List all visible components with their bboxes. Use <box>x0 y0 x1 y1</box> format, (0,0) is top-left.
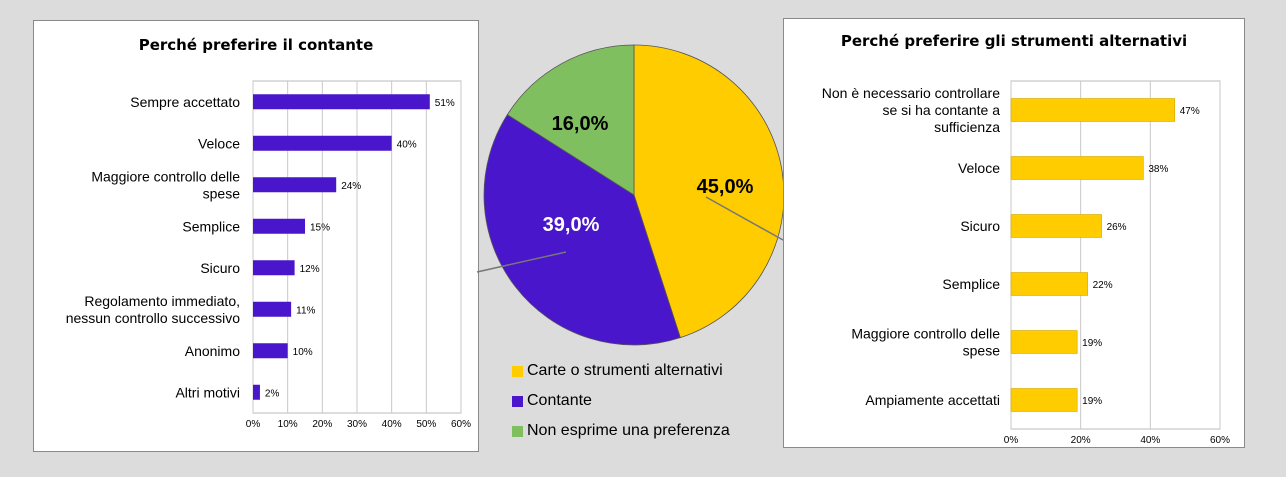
cash-category-label: Semplice <box>182 218 240 234</box>
alternative-reasons-chart: Perché preferire gli strumenti alternati… <box>783 18 1245 448</box>
legend-item-none: Non esprime una preferenza <box>512 420 730 442</box>
cash-tick-label: 10% <box>278 419 298 430</box>
cash-bar <box>253 343 288 359</box>
cash-category-label: Altri motivi <box>175 384 240 400</box>
legend-item-cash: Contante <box>512 390 730 412</box>
pie-connector-alternative <box>705 196 784 241</box>
cash-reasons-chart: Perché preferire il contante 0% 10% 20% 30%… <box>33 20 479 452</box>
cash-value-label: 10% <box>293 347 313 358</box>
pie-label-cash: 39,0% <box>543 214 600 236</box>
alt-bar <box>1010 272 1088 296</box>
legend-label-cash: Contante <box>527 392 592 409</box>
alt-category-label: Maggiore controllo delle spese <box>851 326 1000 359</box>
cash-value-label: 40% <box>397 139 417 150</box>
alt-bar <box>1010 214 1102 238</box>
legend-swatch-cash <box>512 395 523 407</box>
cash-bar <box>253 384 260 400</box>
alt-category-label: Ampiamente accettati <box>865 392 1000 408</box>
cash-category-label: Maggiore controllo delle spese <box>91 168 240 201</box>
alt-value-label: 38% <box>1148 164 1168 175</box>
alt-category-label: Veloce <box>958 160 1000 176</box>
cash-category-label: Regolamento immediato, nessun controllo s… <box>66 293 241 326</box>
pie-connector-cash <box>476 251 567 273</box>
cash-category-label: Anonimo <box>185 343 240 359</box>
alt-bar <box>1010 388 1078 412</box>
cash-tick-label: 50% <box>416 419 436 430</box>
alt-plot-area <box>1010 80 1221 430</box>
alt-bar <box>1010 156 1144 180</box>
pie-slice-cash <box>483 114 681 346</box>
cash-value-label: 12% <box>300 264 320 275</box>
alternative-bar-plot: 0% 20% 40% 60% 47% Non è necessario controlla… <box>822 80 1230 446</box>
cash-value-label: 51% <box>435 98 455 109</box>
cash-tick-label: 0% <box>246 419 261 430</box>
cash-value-label: 24% <box>341 181 361 192</box>
cash-tick-label: 40% <box>382 419 402 430</box>
cash-category-label: Veloce <box>198 135 240 151</box>
legend-item-alternative: Carte o strumenti alternativi <box>512 360 730 382</box>
alt-value-label: 19% <box>1082 396 1102 407</box>
cash-bar <box>253 260 295 276</box>
pie-slice-none <box>506 44 635 196</box>
cash-tick-label: 60% <box>451 419 471 430</box>
alt-category-label: Semplice <box>942 276 1000 292</box>
alt-bar <box>1010 98 1176 122</box>
legend-label-none: Non esprime una preferenza <box>527 422 730 439</box>
cash-value-label: 15% <box>310 222 330 233</box>
legend-swatch-alternative <box>512 365 523 377</box>
cash-bar <box>253 177 337 193</box>
cash-bar <box>253 135 392 151</box>
alt-value-label: 19% <box>1082 338 1102 349</box>
cash-category-label: Sempre accettato <box>130 94 240 110</box>
cash-chart-title: Perché preferire il contante <box>138 36 374 54</box>
alt-value-label: 26% <box>1107 222 1127 233</box>
legend-label-alternative: Carte o strumenti alternativi <box>527 362 723 379</box>
pie-label-alternative: 45,0% <box>697 176 754 198</box>
legend-swatch-none <box>512 425 523 437</box>
alt-category-label: Sicuro <box>960 218 1000 234</box>
cash-tick-label: 20% <box>312 419 332 430</box>
cash-value-label: 11% <box>296 305 315 316</box>
alt-tick-label: 40% <box>1140 435 1160 446</box>
pie-legend: Carte o strumenti alternativi Contante N… <box>512 360 730 450</box>
pie-label-none: 16,0% <box>552 113 609 135</box>
cash-bar <box>253 301 292 317</box>
pie-slice-alternative <box>633 44 785 339</box>
cash-tick-label: 30% <box>347 419 367 430</box>
alt-tick-label: 20% <box>1071 435 1091 446</box>
cash-category-label: Sicuro <box>200 260 240 276</box>
alt-bar <box>1010 330 1078 354</box>
alt-value-label: 22% <box>1093 280 1113 291</box>
alt-value-label: 47% <box>1180 106 1200 117</box>
alt-tick-label: 60% <box>1210 435 1230 446</box>
alt-category-label: Non è necessario controllare se si ha con… <box>822 85 1000 135</box>
cash-bar <box>253 94 430 110</box>
alt-tick-label: 0% <box>1004 435 1019 446</box>
cash-bar <box>253 218 305 234</box>
alternative-chart-title: Perché preferire gli strumenti alternati… <box>840 32 1188 50</box>
cash-bar-plot: 0% 10% 20% 30% 40% 50% 60% 51% Sempre accettato 4… <box>66 80 471 430</box>
cash-value-label: 2% <box>265 388 280 399</box>
